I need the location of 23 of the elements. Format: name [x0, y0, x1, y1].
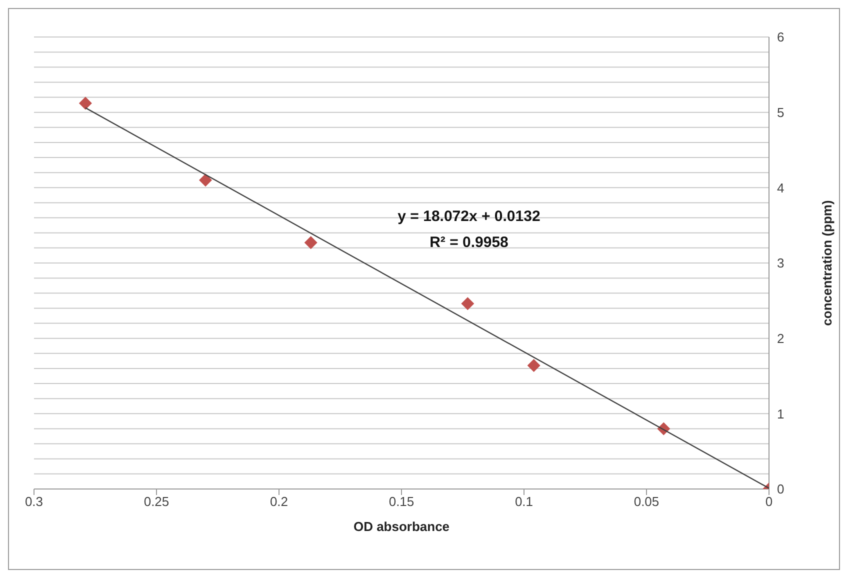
x-tick-label: 0 — [765, 494, 773, 510]
point — [527, 358, 540, 372]
y-tick-label: 0 — [777, 482, 784, 497]
annotation: R² = 0.9958 — [428, 233, 510, 253]
annotation: y = 18.072x + 0.0132 — [396, 207, 542, 227]
y-tick-label: 3 — [777, 256, 784, 271]
x-tick-label: 0.25 — [144, 494, 170, 510]
y-tick-label: 2 — [777, 330, 784, 346]
point — [199, 174, 212, 187]
y-tick-label: 1 — [777, 406, 784, 422]
y-tick-label: 5 — [777, 104, 784, 120]
x-axis-title: OD absorbance — [353, 519, 450, 534]
x-tick-label: 0.1 — [514, 494, 534, 510]
y-tick-label: 6 — [777, 30, 784, 45]
point — [78, 96, 92, 110]
x-tick-label: 0.05 — [634, 494, 660, 510]
point — [461, 297, 474, 310]
x-tick-label: 0.3 — [24, 494, 44, 510]
x-tick-label: 0.2 — [270, 494, 288, 510]
point — [304, 236, 318, 250]
y-tick-label: 4 — [777, 180, 784, 196]
x-tick-label: 0.15 — [388, 494, 414, 510]
y-axis-title: concentration (ppm) — [820, 200, 835, 326]
